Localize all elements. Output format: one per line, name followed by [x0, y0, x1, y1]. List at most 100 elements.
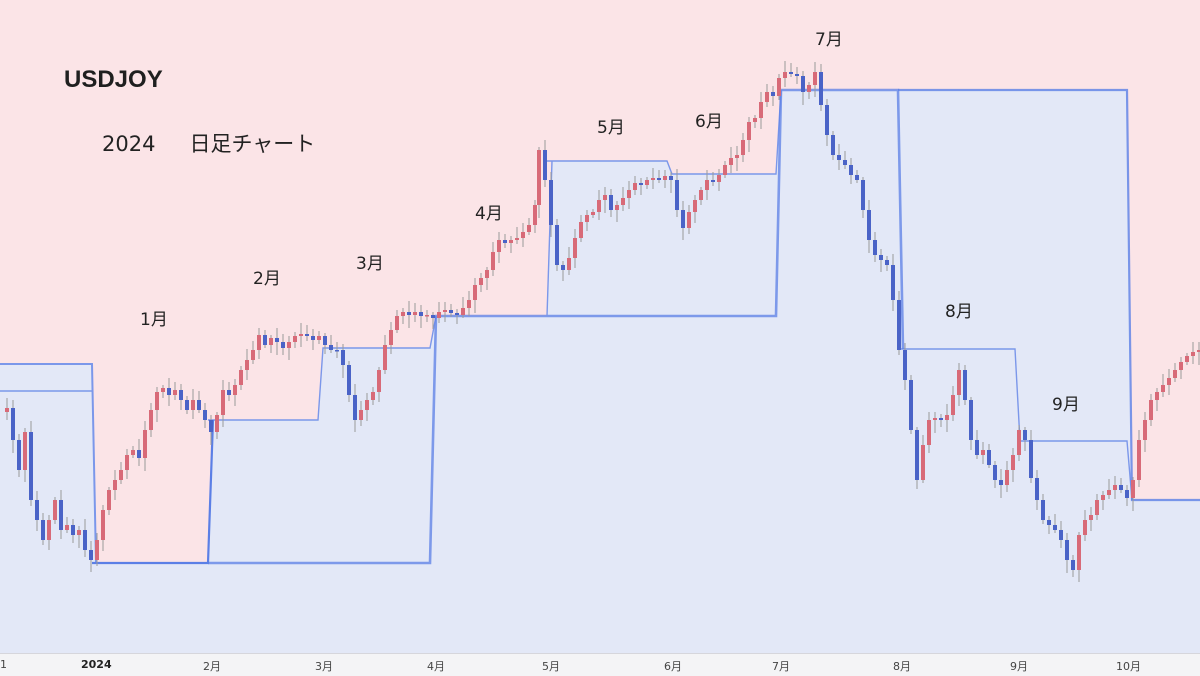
candle-down — [281, 342, 285, 348]
candle-down — [311, 336, 315, 340]
candle-up — [437, 312, 441, 318]
candle-down — [891, 265, 895, 300]
candle-up — [591, 212, 595, 215]
candle-down — [1119, 485, 1123, 490]
candle-up — [1107, 490, 1111, 495]
candle-down — [873, 240, 877, 255]
candle-down — [639, 183, 643, 185]
candle-up — [515, 238, 519, 240]
candle-down — [909, 380, 913, 430]
chart-title: USDJOY — [64, 66, 163, 93]
candle-up — [813, 72, 817, 85]
x-tick-label: 6月 — [664, 660, 682, 673]
candle-up — [269, 338, 273, 345]
candle-up — [149, 410, 153, 430]
candle-down — [795, 74, 799, 76]
candle-up — [663, 176, 667, 180]
candle-up — [95, 540, 99, 560]
candle-up — [777, 78, 781, 96]
candle-down — [903, 350, 907, 380]
candle-up — [383, 345, 387, 370]
candle-up — [479, 278, 483, 285]
candle-down — [1035, 478, 1039, 500]
candle-up — [633, 183, 637, 190]
candle-up — [509, 240, 513, 243]
candle-up — [215, 415, 219, 432]
candle-up — [759, 102, 763, 118]
candle-down — [987, 450, 991, 465]
candle-up — [155, 392, 159, 410]
candle-up — [1191, 352, 1195, 356]
candle-up — [221, 390, 225, 415]
candle-down — [543, 150, 547, 180]
candle-down — [29, 432, 33, 500]
candle-down — [897, 300, 901, 350]
candle-up — [143, 430, 147, 458]
range-line-upper — [0, 363, 97, 564]
candle-down — [669, 176, 673, 180]
candle-up — [945, 415, 949, 420]
candle-up — [521, 232, 525, 238]
candle-up — [461, 308, 465, 315]
candle-up — [717, 175, 721, 182]
candle-up — [921, 445, 925, 480]
candle-down — [11, 408, 15, 440]
candle-down — [879, 255, 883, 260]
candle-up — [233, 385, 237, 395]
candle-up — [191, 400, 195, 410]
candle-up — [107, 490, 111, 510]
month-annotation-feb: 2月 — [253, 269, 281, 289]
range-line-bold — [898, 88, 1200, 502]
candle-up — [5, 408, 9, 412]
candle-down — [323, 336, 327, 345]
candle-down — [275, 338, 279, 342]
candle-down — [263, 335, 267, 345]
candle-down — [969, 400, 973, 440]
x-tick-label: 2月 — [203, 660, 221, 673]
x-tick-label: 9月 — [1010, 660, 1028, 673]
candle-up — [573, 238, 577, 258]
candle-up — [377, 370, 381, 392]
candle-down — [353, 395, 357, 420]
candle-up — [245, 360, 249, 370]
candle-up — [1095, 500, 1099, 515]
candle-up — [299, 334, 303, 336]
candle-up — [627, 190, 631, 198]
candle-down — [1065, 540, 1069, 560]
range-line-month — [547, 89, 782, 175]
candle-down — [561, 265, 565, 270]
candle-up — [491, 252, 495, 270]
candle-up — [981, 450, 985, 455]
candle-up — [287, 342, 291, 348]
candle-up — [1131, 480, 1135, 498]
candle-down — [657, 178, 661, 180]
chart-subtitle: 2024 日足チャート — [102, 128, 349, 158]
candle-down — [999, 480, 1003, 485]
candle-up — [735, 155, 739, 158]
x-tick-label: 4月 — [427, 660, 445, 673]
candle-up — [1149, 400, 1153, 420]
candle-down — [89, 550, 93, 560]
candle-up — [443, 310, 447, 312]
candle-up — [705, 180, 709, 190]
candle-up — [533, 205, 537, 225]
candle-up — [741, 140, 745, 155]
candle-down — [885, 260, 889, 265]
candle-up — [957, 370, 961, 395]
candle-down — [179, 390, 183, 400]
candle-up — [567, 258, 571, 270]
candle-down — [419, 312, 423, 316]
candle-down — [83, 530, 87, 550]
candle-up — [687, 212, 691, 228]
candle-down — [137, 450, 141, 458]
chart-year: 2024 — [102, 132, 156, 156]
candle-up — [645, 180, 649, 185]
candle-down — [1023, 430, 1027, 440]
x-tick-label: 7月 — [772, 660, 790, 673]
candle-down — [771, 92, 775, 96]
candle-down — [347, 365, 351, 395]
candle-down — [1029, 440, 1033, 478]
candle-up — [1077, 535, 1081, 570]
candle-up — [585, 215, 589, 222]
